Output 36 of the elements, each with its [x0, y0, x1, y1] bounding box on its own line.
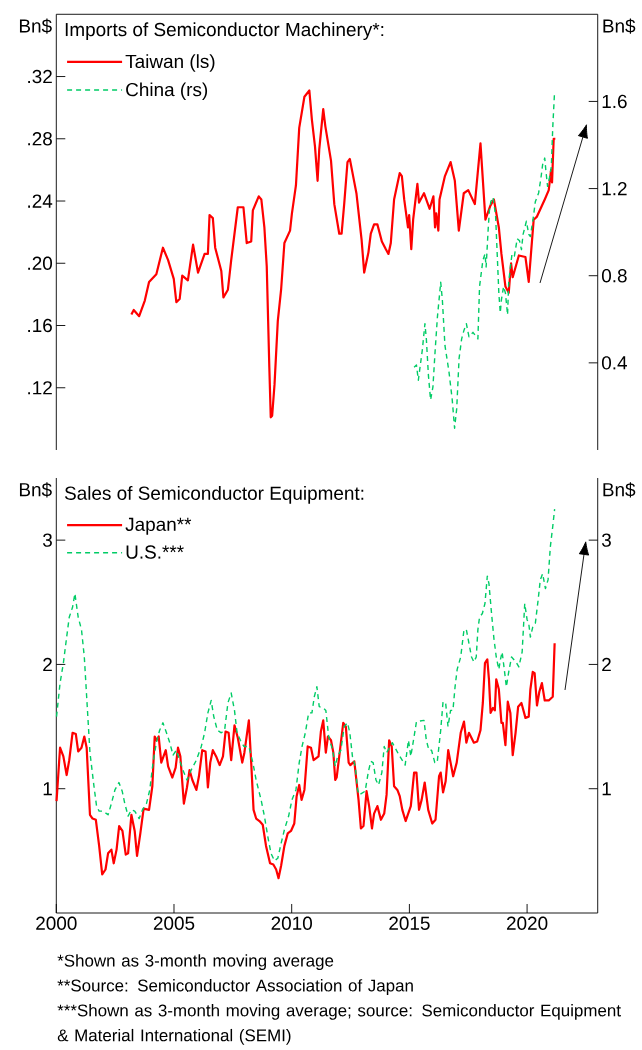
- x-tick-label: 2020: [506, 916, 548, 930]
- text: **Source: Semiconductor Association of Japan: [57, 979, 413, 995]
- y-axis-title: Bn$: [19, 18, 52, 34]
- x-tick-label: 2010: [271, 916, 312, 930]
- chart-title: Imports of Semiconductor Machinery*:: [65, 22, 384, 40]
- y2-tick-label: 3: [601, 533, 611, 547]
- y2-axis-title: Bn$: [603, 482, 636, 498]
- legend-label: U.S.***: [126, 545, 184, 559]
- y-tick-label: .16: [28, 318, 52, 333]
- y2-tick-label: 1: [602, 782, 611, 796]
- y-axis-title: Bn$: [19, 482, 52, 498]
- y2-tick-label: 0.8: [601, 269, 627, 283]
- y-tick-label: .12: [28, 381, 52, 395]
- x-tick-label: 2015: [389, 916, 430, 930]
- legend-label: China (rs): [126, 82, 208, 101]
- y2-tick-label: 0.4: [601, 356, 627, 370]
- legend-label: Taiwan (ls): [125, 54, 215, 72]
- line-series: [413, 94, 556, 429]
- y2-tick-label: 1.2: [602, 181, 627, 196]
- y-tick-label: .24: [28, 194, 53, 208]
- x-tick-label: 2005: [153, 916, 195, 930]
- text: *Shown as 3-month moving average: [57, 954, 334, 970]
- y-tick-label: 3: [42, 533, 52, 547]
- y-tick-label: .28: [28, 132, 52, 146]
- y2-tick-label: 2: [602, 657, 611, 672]
- legend-label: Japan**: [125, 517, 192, 535]
- chart-title: Sales of Semiconductor Equipment:: [64, 486, 364, 504]
- y-tick-label: .32: [28, 69, 52, 84]
- y2-axis-title: Bn$: [603, 18, 636, 34]
- y2-tick-label: 1.6: [602, 94, 627, 109]
- line-series: [55, 642, 556, 880]
- y-tick-label: 2: [43, 657, 52, 672]
- x-tick-label: 2000: [36, 916, 77, 930]
- y-tick-label: .20: [28, 256, 53, 270]
- y-tick-label: 1: [43, 782, 52, 796]
- text: ***Shown as 3-month moving average; source: Semiconductor Equipment & Material International (SEMI): [57, 1004, 621, 1045]
